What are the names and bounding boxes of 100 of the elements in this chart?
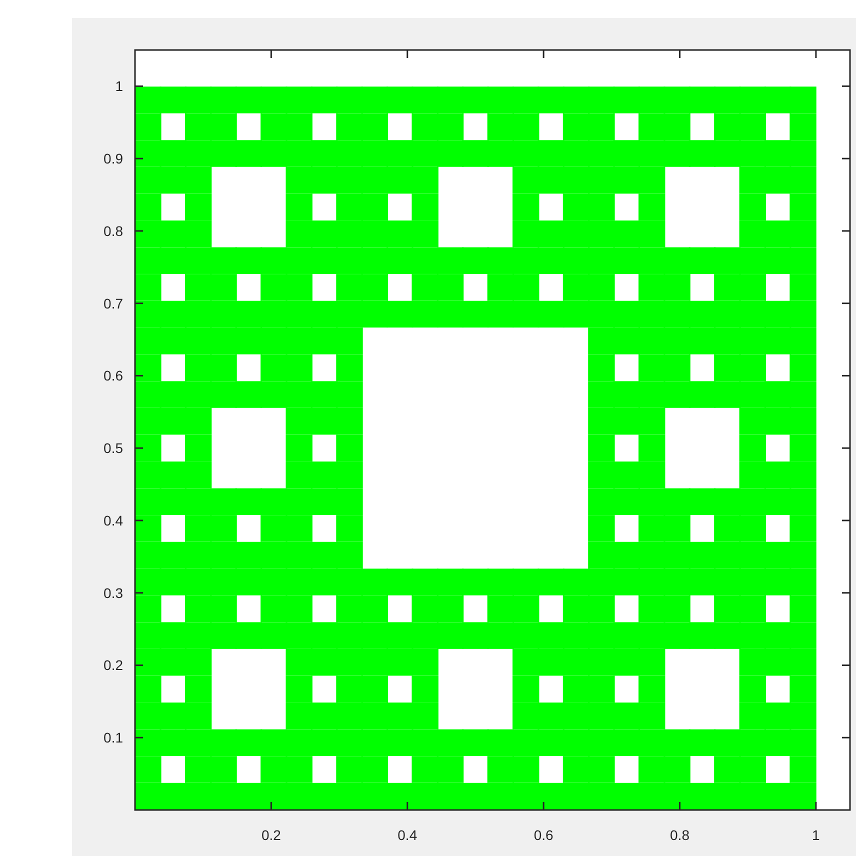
y-tick-label: 0.2	[104, 657, 124, 674]
point	[790, 756, 816, 783]
point	[361, 274, 388, 301]
point	[260, 113, 288, 140]
point	[134, 220, 162, 248]
point	[412, 220, 438, 248]
point	[562, 676, 590, 702]
point	[412, 194, 438, 220]
point	[588, 434, 615, 462]
point	[184, 595, 212, 622]
point	[664, 274, 690, 301]
point	[336, 488, 363, 516]
point	[260, 595, 288, 622]
point	[664, 515, 690, 542]
point	[714, 756, 741, 783]
point	[487, 113, 514, 140]
y-tick-label: 0.9	[104, 150, 124, 167]
point	[336, 381, 363, 408]
y-tick-label: 1	[115, 78, 124, 94]
point	[562, 194, 590, 220]
point	[638, 274, 666, 301]
point	[790, 86, 816, 114]
y-tick-label: 0.6	[104, 368, 124, 384]
point	[638, 676, 666, 702]
point	[184, 648, 212, 676]
point	[638, 220, 666, 248]
point	[436, 274, 464, 301]
point	[286, 515, 312, 542]
point	[134, 568, 162, 596]
point	[184, 408, 212, 435]
point	[562, 756, 590, 783]
point	[436, 113, 464, 140]
point	[588, 595, 615, 622]
point	[588, 462, 615, 488]
point	[487, 595, 514, 622]
point	[286, 274, 312, 301]
point	[638, 113, 666, 140]
point	[184, 676, 212, 702]
point	[336, 408, 363, 435]
point	[512, 595, 540, 622]
y-tick-label: 0.7	[104, 295, 124, 312]
point	[512, 702, 540, 730]
x-tick-label: 0.2	[261, 827, 282, 843]
point	[638, 166, 666, 194]
point	[588, 328, 615, 354]
point	[739, 462, 766, 488]
point	[336, 542, 363, 569]
point	[790, 515, 816, 542]
point	[739, 354, 766, 382]
point	[286, 354, 312, 382]
point	[588, 542, 615, 569]
point	[790, 300, 816, 328]
point	[790, 648, 816, 676]
point	[210, 354, 237, 382]
x-tick-label: 0.8	[670, 827, 690, 843]
point	[790, 782, 816, 810]
point	[790, 408, 816, 435]
point	[412, 595, 438, 622]
point	[286, 434, 312, 462]
point	[134, 515, 162, 542]
point	[134, 140, 162, 167]
point	[714, 595, 741, 622]
point	[184, 274, 212, 301]
point	[134, 328, 162, 354]
point	[184, 702, 212, 730]
point	[638, 515, 666, 542]
point	[134, 194, 162, 220]
point	[790, 595, 816, 622]
point	[790, 622, 816, 649]
point	[336, 194, 363, 220]
point	[286, 595, 312, 622]
point	[638, 354, 666, 382]
point	[134, 300, 162, 328]
point	[134, 381, 162, 408]
point	[664, 595, 690, 622]
point	[739, 113, 766, 140]
point	[336, 354, 363, 382]
point	[336, 595, 363, 622]
point	[210, 515, 237, 542]
point	[588, 488, 615, 516]
point	[134, 648, 162, 676]
point	[487, 756, 514, 783]
point	[638, 756, 666, 783]
point	[714, 354, 741, 382]
point	[260, 756, 288, 783]
point	[638, 462, 666, 488]
point	[714, 515, 741, 542]
y-tick-label: 0.5	[104, 440, 124, 456]
point	[790, 328, 816, 354]
point	[588, 113, 615, 140]
point	[361, 595, 388, 622]
point	[336, 515, 363, 542]
point	[487, 274, 514, 301]
point	[790, 140, 816, 167]
point	[184, 462, 212, 488]
point	[436, 756, 464, 783]
point	[739, 434, 766, 462]
point	[588, 515, 615, 542]
point	[134, 274, 162, 301]
point	[361, 113, 388, 140]
